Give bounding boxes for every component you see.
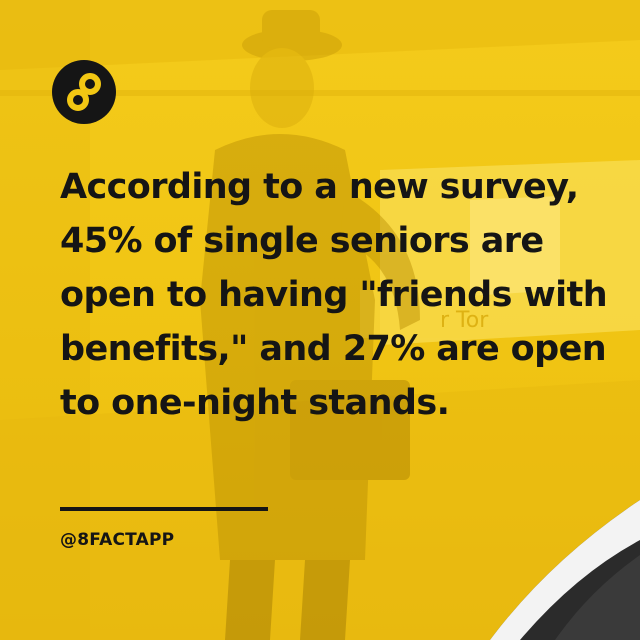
fact-headline: According to a new survey, 45% of single… (60, 167, 608, 423)
account-handle: @8FACTAPP (60, 530, 175, 550)
sign-text: r Tor (440, 308, 489, 333)
corner-swoosh (490, 500, 640, 640)
app-logo-icon (52, 60, 116, 124)
divider-line (60, 507, 268, 511)
